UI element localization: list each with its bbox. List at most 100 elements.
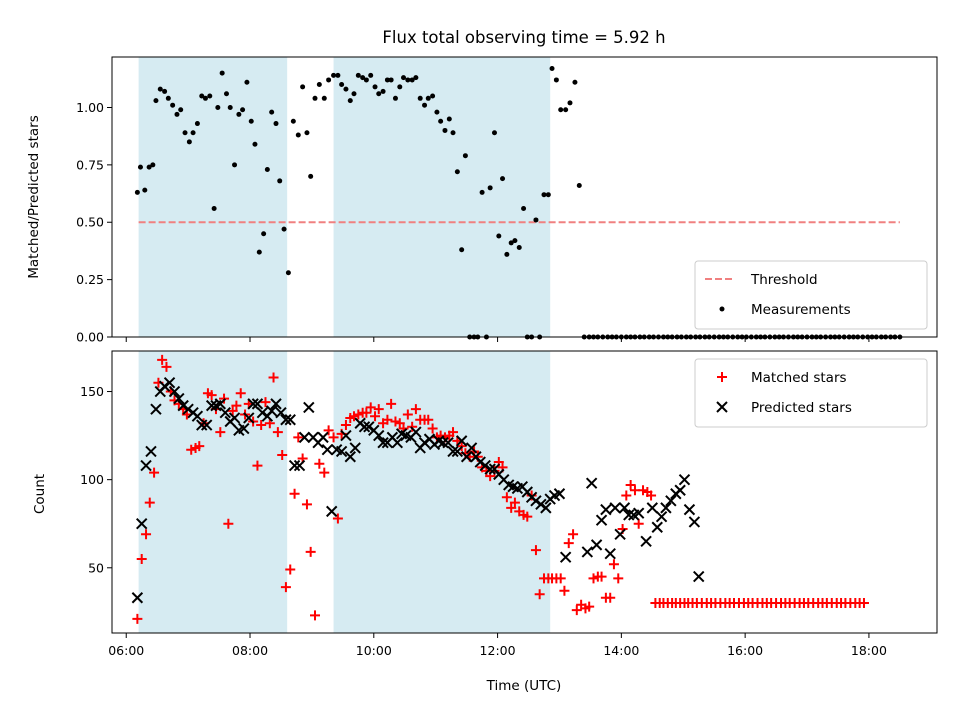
legend-box [694, 358, 928, 428]
predicted-star-point [623, 509, 635, 521]
measurement-point [545, 192, 551, 198]
predicted-star-point [251, 398, 264, 410]
predicted-star-point [600, 503, 612, 516]
measurement-point [376, 91, 382, 97]
measurement-point [261, 231, 267, 237]
measurement-point [316, 82, 322, 88]
measurement-point [150, 162, 156, 168]
matched-star-point [149, 467, 160, 478]
measurement-point [405, 77, 411, 83]
measurement-point [576, 183, 582, 189]
predicted-star-point [326, 505, 338, 518]
matched-star-point [332, 513, 343, 524]
matched-star-point [625, 479, 636, 490]
y-tick-label: 100 [80, 472, 104, 487]
predicted-star-point [284, 414, 296, 426]
matched-star-point [314, 458, 325, 469]
matched-star-point [227, 405, 238, 416]
predicted-star-point [335, 445, 348, 458]
matched-star-point [310, 610, 321, 621]
predicted-star-point [214, 398, 227, 410]
predicted-star-point [377, 436, 389, 449]
predicted-star-point [559, 551, 572, 563]
matched-star-point [272, 427, 283, 438]
predicted-star-point [373, 429, 385, 442]
ratio-panel: 0.00 0.25 0.50 0.75 1.00 Threshold Measurement… [76, 56, 938, 345]
measurement-point [202, 95, 208, 101]
measurement-point [162, 88, 168, 94]
measurement-point [413, 75, 419, 81]
measurement-point [380, 88, 386, 94]
y-tick-label: 0.50 [76, 215, 104, 230]
predicted-star-point [614, 528, 626, 541]
measurement-point [165, 95, 171, 101]
predicted-star-point [280, 414, 292, 426]
measurement-point [417, 95, 423, 101]
matched-star-point [522, 511, 533, 522]
predicted-star-point [688, 516, 701, 528]
measurement-point [438, 118, 444, 124]
measurement-point [454, 169, 460, 175]
measurement-point [295, 132, 301, 138]
measurement-point [335, 72, 341, 78]
predicted-star-point [317, 431, 329, 444]
predicted-star-point [585, 477, 598, 489]
measurement-point [215, 104, 221, 110]
chart-title: Flux total observing time = 5.92 h [382, 28, 665, 47]
matched-star-point [427, 423, 438, 434]
matched-star-point [613, 573, 624, 584]
predicted-star-point [609, 502, 621, 514]
predicted-star-point [140, 459, 152, 472]
legend-label: Predicted stars [751, 400, 852, 416]
matched-star-point [394, 418, 405, 429]
matched-star-point [402, 409, 413, 420]
y-tick-label: 50 [88, 560, 104, 575]
measurement-point [541, 192, 547, 198]
measurement-point [450, 130, 456, 136]
matched-star-point [136, 553, 147, 564]
legend-label: Threshold [750, 272, 818, 288]
measurement-point [240, 107, 246, 113]
predicted-star-point [640, 535, 652, 548]
matched-star-point [365, 402, 376, 413]
legend-label: Matched stars [751, 370, 847, 386]
measurement-point [236, 111, 242, 117]
matched-star-point [340, 420, 351, 431]
matched-star-point [256, 420, 267, 431]
measurement-point [372, 84, 378, 90]
measurement-point [219, 70, 225, 76]
measurement-point [281, 226, 287, 232]
legend-box [694, 260, 928, 330]
measurement-point [512, 238, 518, 244]
x-tick-label: 06:00 [108, 643, 144, 658]
predicted-star-point [474, 456, 486, 468]
matched-star-point [506, 502, 517, 513]
measurement-point [264, 166, 270, 172]
measurement-point [277, 178, 283, 184]
observing-window-shade [138, 57, 288, 337]
measurement-point [521, 205, 527, 211]
x-tick-label: 10:00 [356, 643, 392, 658]
predicted-star-point [303, 401, 315, 414]
measurement-point [434, 109, 440, 115]
predicted-star-point [530, 495, 542, 507]
measurement-point [343, 86, 349, 92]
measurement-point [363, 77, 369, 83]
predicted-star-point [168, 385, 181, 398]
predicted-star-point [451, 445, 464, 458]
measurement-point [273, 121, 279, 127]
measurement-point [430, 93, 436, 99]
predicted-star-point [288, 459, 301, 472]
matched-star-point [361, 407, 372, 418]
measurement-point [190, 130, 196, 136]
measurement-point [207, 93, 213, 99]
observing-window-shade [138, 351, 288, 633]
measurement-point [170, 102, 176, 108]
legend: Matched stars Predicted stars [694, 358, 928, 428]
predicted-star-point [270, 398, 282, 410]
matched-star-point [407, 421, 418, 432]
matched-star-point [621, 490, 632, 501]
y-tick-label: 0.00 [76, 330, 104, 345]
measurement-point [134, 189, 140, 195]
